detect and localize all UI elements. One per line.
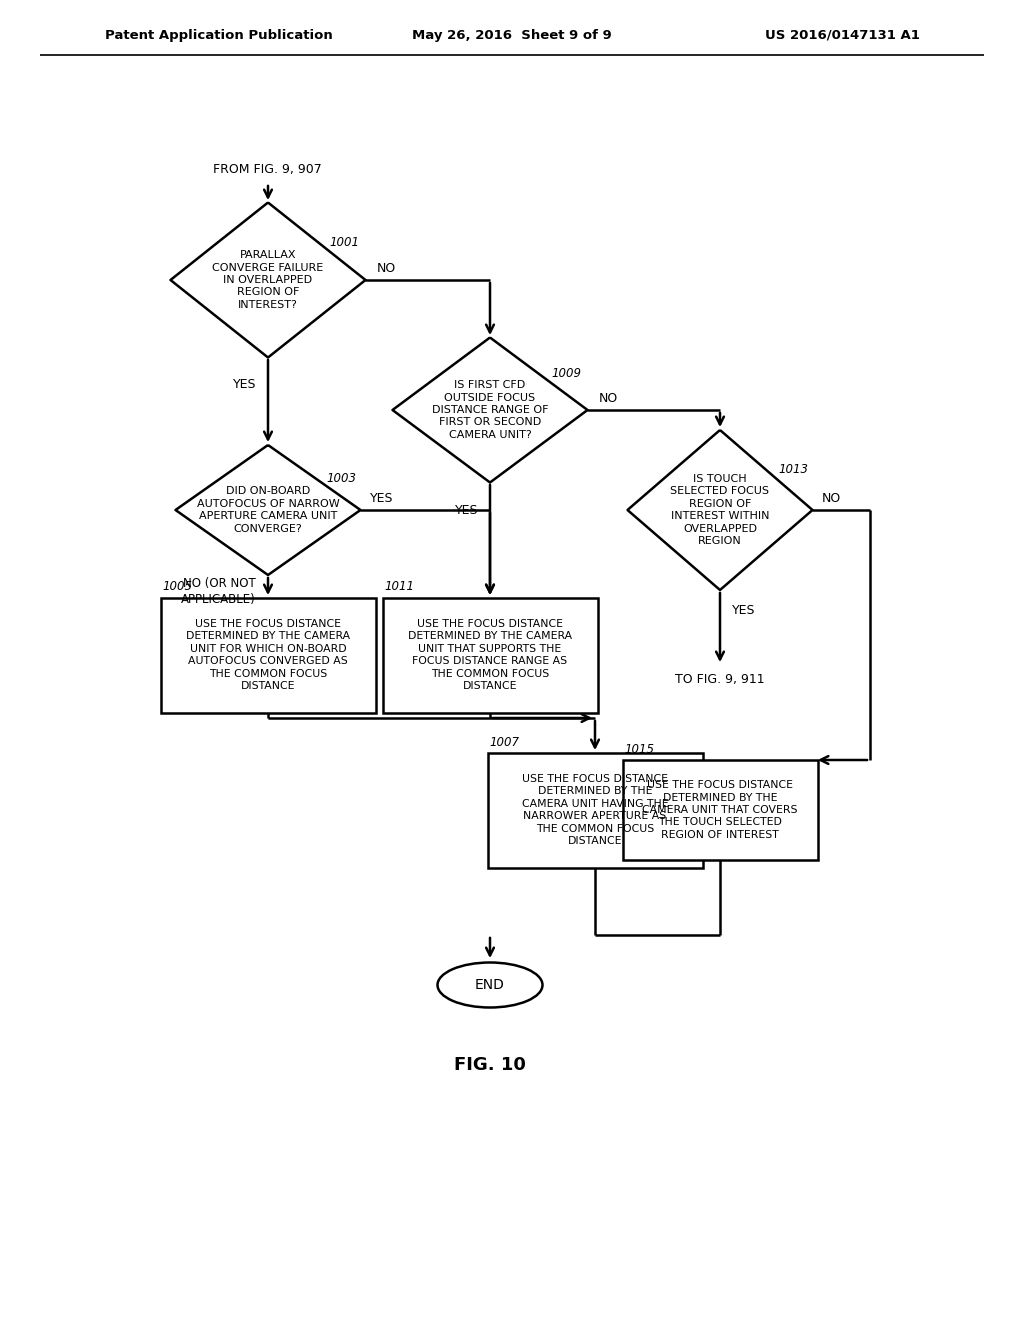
Text: 1009: 1009 bbox=[552, 367, 582, 380]
Text: USE THE FOCUS DISTANCE
DETERMINED BY THE
CAMERA UNIT THAT COVERS
THE TOUCH SELEC: USE THE FOCUS DISTANCE DETERMINED BY THE… bbox=[642, 780, 798, 840]
Text: USE THE FOCUS DISTANCE
DETERMINED BY THE CAMERA
UNIT THAT SUPPORTS THE
FOCUS DIS: USE THE FOCUS DISTANCE DETERMINED BY THE… bbox=[408, 619, 572, 690]
Text: DID ON-BOARD
AUTOFOCUS OF NARROW
APERTURE CAMERA UNIT
CONVERGE?: DID ON-BOARD AUTOFOCUS OF NARROW APERTUR… bbox=[197, 486, 339, 533]
Text: USE THE FOCUS DISTANCE
DETERMINED BY THE
CAMERA UNIT HAVING THE
NARROWER APERTUR: USE THE FOCUS DISTANCE DETERMINED BY THE… bbox=[521, 774, 669, 846]
Text: US 2016/0147131 A1: US 2016/0147131 A1 bbox=[765, 29, 920, 41]
Bar bbox=[623, 760, 817, 861]
Text: PARALLAX
CONVERGE FAILURE
IN OVERLAPPED
REGION OF
INTEREST?: PARALLAX CONVERGE FAILURE IN OVERLAPPED … bbox=[212, 251, 324, 310]
Text: NO: NO bbox=[599, 392, 618, 404]
Text: May 26, 2016  Sheet 9 of 9: May 26, 2016 Sheet 9 of 9 bbox=[412, 29, 612, 41]
Text: FIG. 10: FIG. 10 bbox=[454, 1056, 526, 1074]
Text: YES: YES bbox=[732, 603, 756, 616]
Text: 1015: 1015 bbox=[625, 743, 654, 756]
Text: YES: YES bbox=[232, 379, 256, 392]
Text: NO: NO bbox=[822, 491, 842, 504]
Text: FROM FIG. 9, 907: FROM FIG. 9, 907 bbox=[213, 164, 322, 177]
Text: 1011: 1011 bbox=[384, 581, 415, 594]
Bar bbox=[383, 598, 597, 713]
Text: 1013: 1013 bbox=[779, 463, 809, 477]
Text: NO (OR NOT: NO (OR NOT bbox=[183, 577, 256, 590]
Text: YES: YES bbox=[370, 491, 393, 504]
Text: 1007: 1007 bbox=[489, 735, 519, 748]
Text: 1003: 1003 bbox=[327, 471, 357, 484]
Bar bbox=[161, 598, 376, 713]
Text: APPLICABLE): APPLICABLE) bbox=[181, 593, 256, 606]
Text: NO: NO bbox=[377, 261, 396, 275]
Text: 1001: 1001 bbox=[330, 236, 359, 248]
Text: 1005: 1005 bbox=[163, 581, 193, 594]
Text: END: END bbox=[475, 978, 505, 993]
Text: TO FIG. 9, 911: TO FIG. 9, 911 bbox=[675, 673, 765, 686]
Text: IS FIRST CFD
OUTSIDE FOCUS
DISTANCE RANGE OF
FIRST OR SECOND
CAMERA UNIT?: IS FIRST CFD OUTSIDE FOCUS DISTANCE RANG… bbox=[432, 380, 548, 440]
Text: IS TOUCH
SELECTED FOCUS
REGION OF
INTEREST WITHIN
OVERLAPPED
REGION: IS TOUCH SELECTED FOCUS REGION OF INTERE… bbox=[671, 474, 769, 546]
Ellipse shape bbox=[437, 962, 543, 1007]
Text: USE THE FOCUS DISTANCE
DETERMINED BY THE CAMERA
UNIT FOR WHICH ON-BOARD
AUTOFOCU: USE THE FOCUS DISTANCE DETERMINED BY THE… bbox=[186, 619, 350, 690]
Text: YES: YES bbox=[455, 503, 478, 516]
Text: Patent Application Publication: Patent Application Publication bbox=[105, 29, 333, 41]
Bar bbox=[487, 752, 702, 867]
